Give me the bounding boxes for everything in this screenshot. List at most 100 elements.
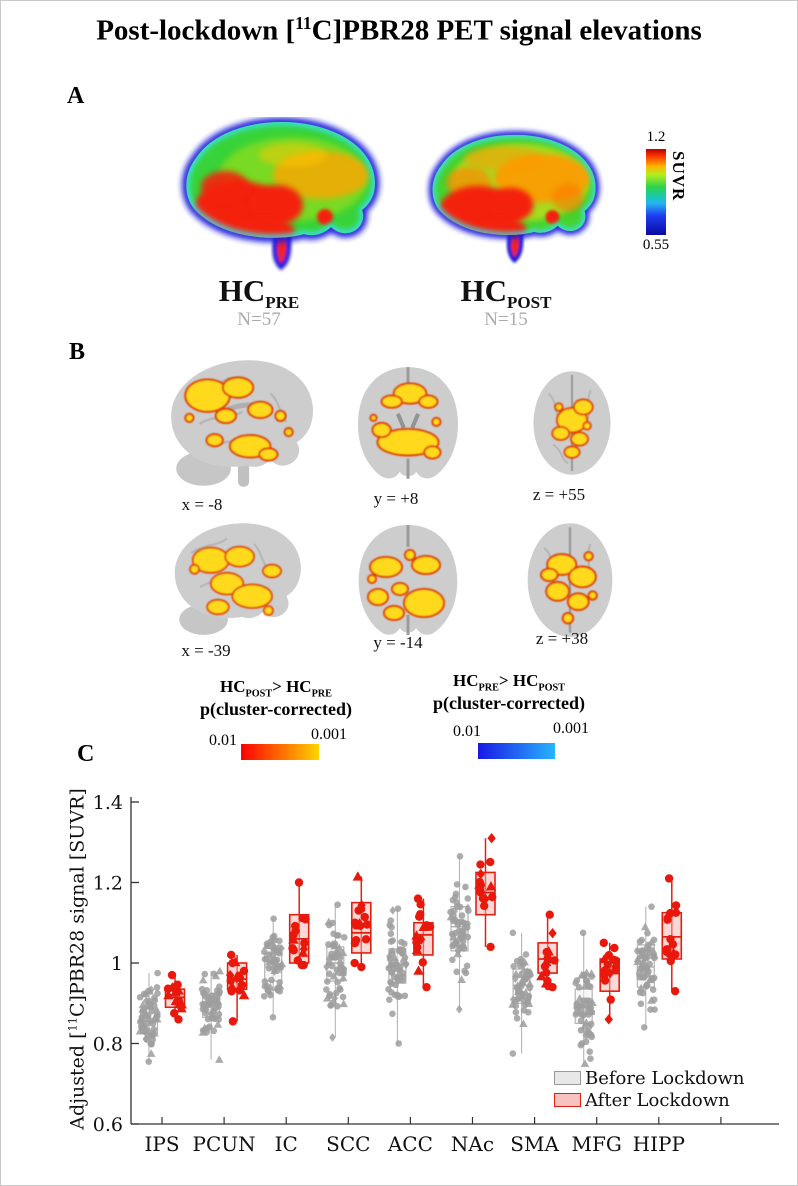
cluster-NAc-before: [446, 853, 472, 1014]
y-tick-label: 1.2: [93, 873, 123, 895]
data-point-triangle: [575, 994, 585, 1002]
data-point-circle: [663, 915, 672, 924]
data-point-circle: [153, 984, 161, 991]
data-point-circle: [239, 966, 249, 976]
data-point-diamond: [481, 893, 490, 905]
cluster-MFG-after: [599, 938, 621, 1025]
cluster-SCC-after: [350, 871, 372, 972]
data-point-circle: [174, 1015, 183, 1024]
data-point-circle: [323, 978, 331, 985]
data-point-circle: [582, 1002, 589, 1009]
data-point-circle: [215, 1011, 223, 1018]
data-point-triangle: [599, 953, 610, 964]
data-point-circle: [357, 962, 366, 972]
data-point-circle: [577, 1026, 585, 1034]
data-point-circle: [199, 1027, 207, 1034]
data-point-circle: [666, 956, 675, 966]
data-point-triangle: [339, 999, 348, 1008]
data-point-circle: [396, 992, 403, 1000]
cluster-ACC-after: [411, 894, 435, 992]
data-point-circle: [573, 1000, 581, 1008]
suvr-colorbar: [646, 149, 666, 235]
data-point-circle: [300, 938, 309, 948]
data-point-circle: [340, 969, 347, 977]
data-point-circle: [458, 918, 466, 926]
data-point-circle: [577, 1041, 585, 1049]
data-point-circle: [154, 969, 161, 977]
data-point-circle: [450, 907, 458, 915]
data-point-circle: [414, 912, 424, 921]
data-point-circle: [227, 987, 236, 996]
data-point-circle: [486, 857, 495, 867]
data-point-circle: [388, 968, 396, 976]
data-point-circle: [235, 973, 245, 983]
legend-swatch-after: [554, 1093, 581, 1107]
data-point-circle: [325, 970, 333, 978]
data-point-triangle: [451, 936, 460, 944]
data-point-circle: [350, 939, 360, 948]
p-threshold-high: 0.001: [311, 726, 347, 743]
data-point-circle: [449, 956, 456, 964]
slice-coord-label: y = +8: [373, 489, 419, 508]
data-point-circle: [512, 1002, 520, 1010]
data-point-circle: [512, 1008, 520, 1016]
data-point-circle: [545, 910, 554, 919]
pet-brain-sagittal-pre: [181, 117, 380, 271]
data-point-circle: [260, 992, 268, 1000]
y-tick-label: 0.6: [93, 1114, 123, 1136]
slice-coord-label: z = +55: [532, 485, 586, 504]
data-point-triangle: [272, 965, 282, 973]
data-point-circle: [586, 983, 594, 991]
colorbar-max-label: 1.2: [646, 129, 666, 145]
data-point-circle: [146, 997, 153, 1005]
data-point-circle: [583, 978, 591, 985]
data-point-circle: [170, 1009, 179, 1018]
data-point-circle: [517, 958, 525, 966]
data-point-triangle: [288, 934, 299, 944]
data-point-circle: [643, 981, 651, 989]
data-point-circle: [288, 944, 297, 953]
x-category-label: PCUN: [193, 1132, 256, 1156]
panel-c-chart: 0.6 0.8 1 1.2 1.4 IPS PCUN IC SCC ACC NAc SMA MFG HIP…: [93, 792, 779, 1156]
data-point-circle: [668, 940, 678, 949]
data-point-circle: [398, 938, 405, 946]
data-point-circle: [326, 991, 334, 998]
data-point-diamond: [323, 962, 330, 972]
data-point-triangle: [458, 941, 468, 950]
data-point-triangle: [519, 966, 529, 974]
data-point-circle: [323, 986, 330, 993]
data-point-triangle: [215, 1055, 224, 1063]
data-point-circle: [587, 1031, 595, 1039]
data-point-circle: [362, 920, 372, 929]
data-point-circle: [510, 962, 517, 970]
data-point-circle: [572, 979, 580, 987]
slice-axial-row2: [527, 523, 613, 637]
data-point-triangle: [262, 941, 272, 950]
data-point-diamond: [519, 995, 526, 1004]
n-label-post: N=15: [484, 309, 528, 330]
cluster-SMA-after: [536, 910, 559, 992]
data-point-circle: [388, 923, 395, 931]
data-point-circle: [522, 951, 530, 958]
data-point-triangle: [163, 989, 174, 1000]
data-point-circle: [201, 970, 209, 978]
data-point-circle: [167, 970, 177, 980]
legend-label-after: After Lockdown: [585, 1089, 730, 1111]
data-point-diamond: [299, 943, 309, 955]
data-point-circle: [136, 1018, 144, 1026]
data-point-diamond: [455, 1004, 463, 1014]
hc-pre-sub: PRE: [265, 293, 300, 313]
data-point-circle: [148, 1007, 156, 1015]
cluster-SCC-before: [322, 901, 348, 1042]
data-point-circle: [399, 969, 406, 977]
colorbar-min-label: 0.55: [642, 237, 670, 253]
data-point-diamond: [548, 928, 557, 939]
data-point-circle: [462, 969, 470, 977]
data-point-diamond: [203, 1005, 210, 1014]
slice-sagittal-row1: [171, 360, 313, 487]
data-point-circle: [386, 996, 393, 1003]
data-point-circle: [488, 892, 497, 902]
data-point-circle: [651, 1006, 658, 1013]
data-point-triangle: [640, 922, 650, 931]
data-point-triangle: [145, 987, 155, 995]
